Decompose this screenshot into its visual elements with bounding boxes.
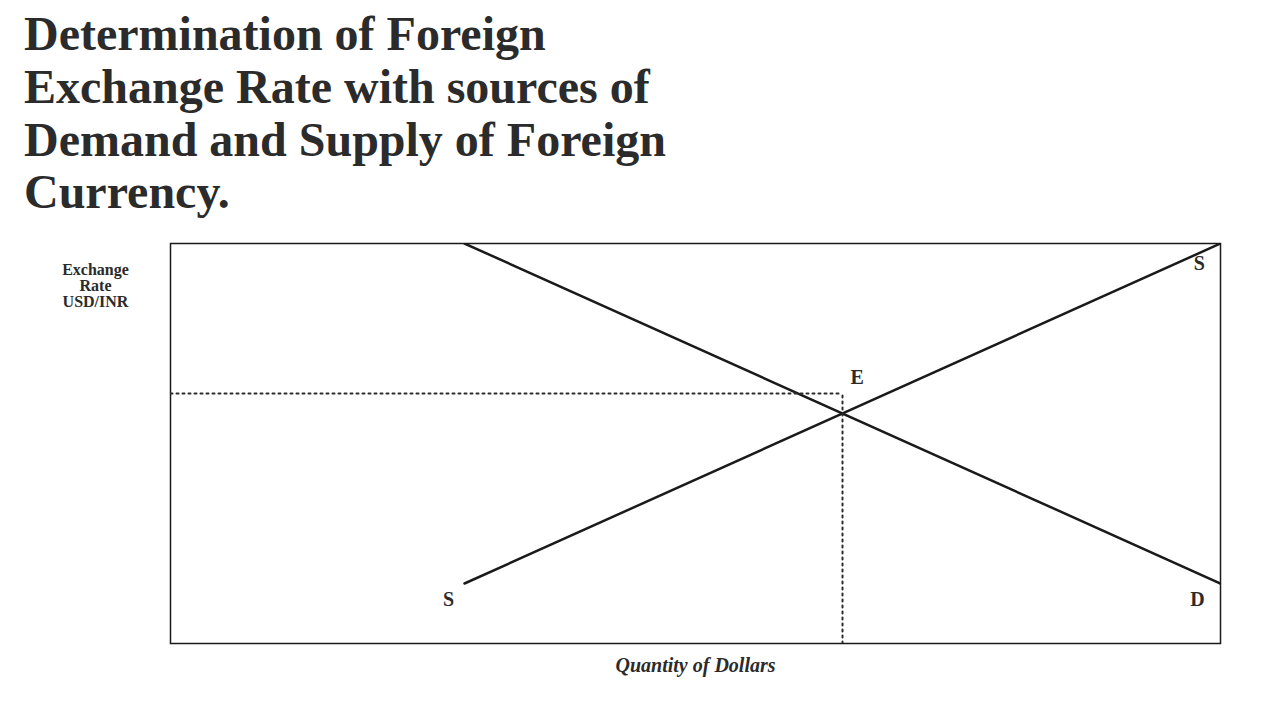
svg-text:D: D: [1190, 588, 1204, 610]
svg-text:ExchangeRateUSD/INR: ExchangeRateUSD/INR: [62, 261, 129, 310]
html-text:Determination of Foreign Excha: Determination of Foreign Exchange Rate w…: [24, 7, 666, 219]
svg-text:S: S: [1194, 252, 1205, 274]
svg-text:E: E: [851, 366, 864, 388]
svg-text:S: S: [443, 588, 454, 610]
svg-text:Quantity of Dollars: Quantity of Dollars: [615, 654, 775, 677]
